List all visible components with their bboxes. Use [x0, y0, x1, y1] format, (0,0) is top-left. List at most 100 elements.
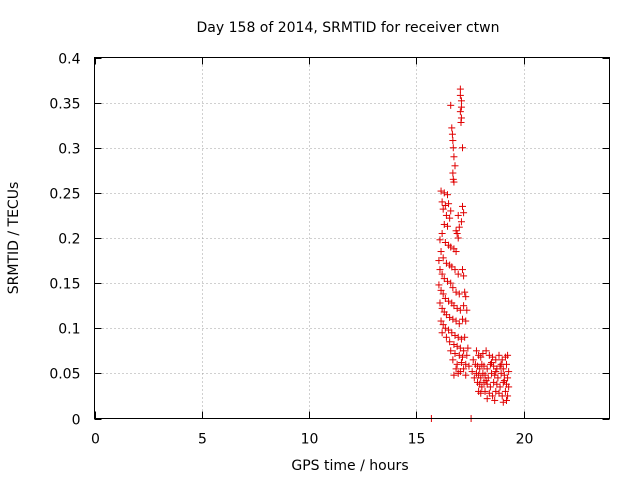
- x-tick-label: 15: [408, 432, 426, 448]
- data-point: [449, 284, 457, 292]
- data-point: [463, 306, 471, 314]
- data-point: [437, 248, 445, 256]
- x-tick-label: 0: [91, 432, 100, 448]
- data-point: [499, 365, 507, 373]
- data-point: [477, 389, 485, 397]
- data-point: [445, 297, 453, 305]
- data-points: [427, 85, 513, 422]
- data-point: [456, 85, 464, 93]
- data-point: [492, 368, 500, 376]
- data-point: [455, 290, 463, 298]
- data-point: [456, 306, 464, 314]
- data-point: [453, 360, 461, 368]
- data-point: [470, 374, 478, 382]
- data-point: [445, 200, 453, 208]
- data-point: [476, 365, 484, 373]
- data-point: [452, 248, 460, 256]
- data-point: [497, 360, 505, 368]
- data-point: [451, 350, 459, 358]
- data-point: [461, 288, 469, 296]
- data-point: [446, 338, 454, 346]
- data-point: [453, 229, 461, 237]
- data-point: [459, 144, 467, 152]
- data-point: [494, 374, 502, 382]
- data-point: [453, 304, 461, 312]
- data-point: [442, 259, 450, 267]
- y-tick-label: 0.35: [49, 97, 80, 113]
- data-point: [446, 313, 454, 321]
- data-point: [443, 222, 451, 230]
- data-point: [500, 377, 508, 385]
- data-point: [490, 378, 498, 386]
- data-point: [451, 266, 459, 274]
- data-point: [448, 130, 456, 138]
- data-point: [495, 351, 503, 359]
- grid-lines: [94, 57, 610, 419]
- data-point: [449, 315, 457, 323]
- data-point: [456, 108, 464, 116]
- data-point: [439, 321, 447, 329]
- data-point: [489, 392, 497, 400]
- data-point: [439, 254, 447, 262]
- data-point: [452, 288, 460, 296]
- data-point: [435, 281, 443, 289]
- data-point: [449, 144, 457, 152]
- data-point: [462, 371, 470, 379]
- data-point: [449, 356, 457, 364]
- data-point: [439, 205, 447, 213]
- data-point: [437, 286, 445, 294]
- data-point: [455, 351, 463, 359]
- data-point: [504, 392, 512, 400]
- axis-ticks: 0 0.05 0.1 0.15 0.2 0.25 0.3 0.35 0.4 0 5 10 15 20: [49, 52, 610, 448]
- data-point: [440, 189, 448, 197]
- y-axis-label: SRMTID / TECUs: [6, 182, 22, 295]
- data-point: [449, 137, 457, 145]
- data-point: [441, 324, 449, 332]
- data-point: [487, 359, 495, 367]
- data-point: [454, 270, 462, 278]
- data-point: [486, 383, 494, 391]
- data-point: [447, 279, 455, 287]
- data-point: [477, 353, 485, 361]
- data-point: [483, 365, 491, 373]
- data-point: [440, 220, 448, 228]
- data-point: [482, 377, 490, 385]
- data-point: [492, 356, 500, 364]
- data-point: [503, 396, 510, 404]
- data-point: [437, 317, 445, 325]
- data-point: [438, 304, 446, 312]
- data-point: [446, 214, 454, 222]
- data-point: [459, 353, 467, 361]
- data-point: [482, 347, 490, 355]
- data-point: [483, 395, 491, 403]
- data-point: [450, 153, 458, 161]
- data-point: [436, 266, 444, 274]
- data-point: [436, 236, 444, 244]
- data-point: [478, 383, 486, 391]
- data-point: [447, 243, 455, 251]
- data-point: [438, 198, 446, 206]
- data-point: [477, 374, 485, 382]
- data-point: [449, 169, 457, 177]
- data-point: [455, 223, 463, 231]
- data-point: [505, 368, 513, 376]
- data-point: [460, 302, 468, 310]
- data-point: [504, 351, 512, 359]
- data-point: [460, 209, 468, 217]
- data-point: [469, 356, 477, 364]
- data-point: [461, 333, 469, 341]
- data-point: [450, 340, 458, 348]
- data-point: [460, 272, 468, 280]
- data-point: [457, 335, 465, 343]
- data-point: [481, 387, 489, 395]
- data-point: [455, 320, 463, 328]
- data-point: [468, 368, 476, 376]
- data-point: [505, 383, 513, 391]
- data-point: [435, 257, 443, 265]
- data-point: [463, 351, 471, 359]
- data-point: [453, 342, 461, 350]
- data-point: [457, 359, 465, 367]
- x-tick-label: 10: [301, 432, 319, 448]
- y-tick-label: 0.4: [58, 52, 80, 68]
- data-point: [437, 187, 445, 195]
